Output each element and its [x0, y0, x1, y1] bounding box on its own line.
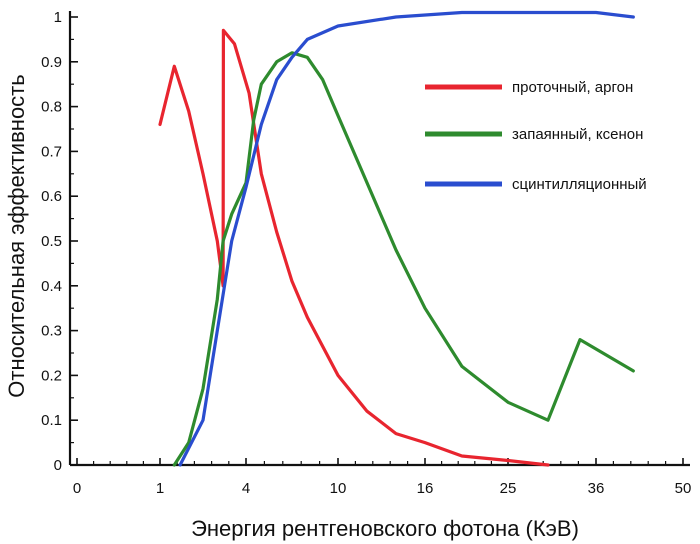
y-tick-label: 0.5 [41, 233, 62, 250]
series-lines [158, 10, 635, 467]
y-tick-label: 0.7 [41, 143, 62, 160]
x-tick-label: 1 [156, 480, 164, 497]
y-tick-label: 0.4 [41, 278, 62, 295]
y-axis-title: Относительная эффективность [4, 74, 29, 397]
series-line-2 [172, 51, 635, 467]
legend-label: проточный, аргон [512, 79, 633, 96]
series-line-1 [158, 28, 550, 467]
y-tick-label: 0.8 [41, 99, 62, 116]
x-tick-label: 25 [500, 480, 517, 497]
y-tick-label: 0.9 [41, 54, 62, 71]
x-tick-label: 4 [242, 480, 250, 497]
x-tick-label: 50 [675, 480, 692, 497]
x-tick-label: 16 [417, 480, 434, 497]
legend: проточный, аргон запаянный, ксенон сцинтил… [425, 79, 647, 193]
y-tick-label: 0.3 [41, 323, 62, 340]
y-tick-label: 0 [54, 457, 62, 474]
x-tick-label: 36 [588, 480, 605, 497]
ticks: 0 1 4 10 16 25 36 50 0 0.1 0.2 0.3 0.4 0.5 0.6 0.7 0.8 0.… [41, 9, 691, 497]
series-line-3 [178, 10, 635, 467]
y-tick-label: 0.2 [41, 367, 62, 384]
x-tick-label: 0 [73, 480, 81, 497]
y-tick-label: 0.6 [41, 188, 62, 205]
legend-label: запаянный, ксенон [512, 126, 643, 143]
y-tick-label: 0.1 [41, 412, 62, 429]
legend-label: сцинтилляционный [512, 176, 647, 193]
x-tick-label: 10 [330, 480, 347, 497]
x-axis-title: Энергия рентгеновского фотона (КэВ) [191, 516, 579, 541]
y-tick-label: 1 [54, 9, 62, 26]
